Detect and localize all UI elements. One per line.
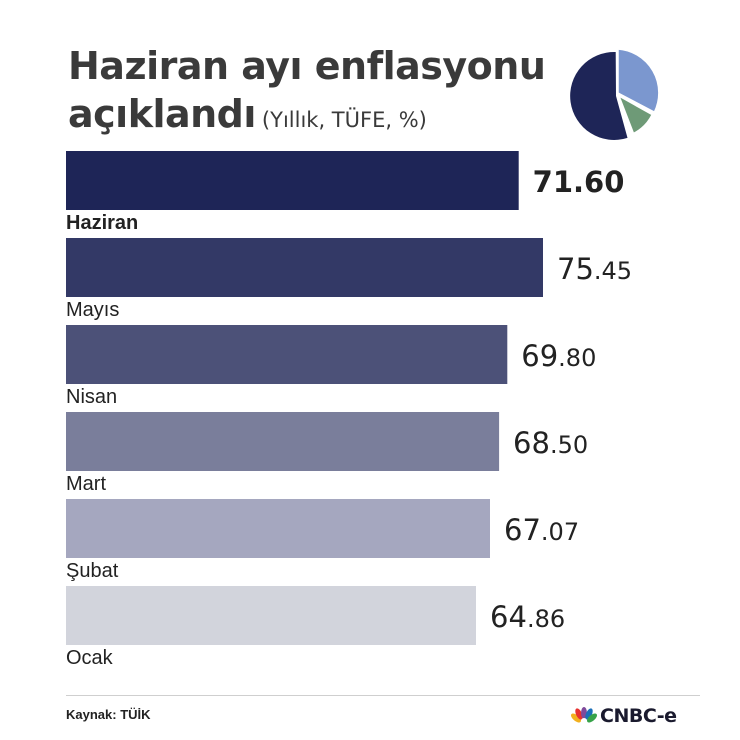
value-dec: .07 xyxy=(540,518,580,546)
value-int: 69 xyxy=(521,339,559,373)
pie-slice-green xyxy=(617,94,654,135)
title-part: Haziran ayı xyxy=(68,44,315,88)
bar-category-label: Mart xyxy=(66,473,106,495)
value-dec: .50 xyxy=(549,431,589,459)
footer-divider xyxy=(66,695,700,696)
logo-text: CNBC-e xyxy=(600,705,677,727)
bar-category-label: Ocak xyxy=(66,647,113,669)
bar-mayıs xyxy=(66,238,543,297)
cnbc-e-logo: CNBC-e xyxy=(571,703,677,729)
bar-value: 64.86 xyxy=(490,600,565,634)
bar-mart xyxy=(66,412,500,471)
value-dec: .60 xyxy=(573,165,625,199)
bar-value: 67.07 xyxy=(504,513,579,547)
value-int: 67 xyxy=(504,513,541,547)
bar-category-label: Haziran xyxy=(66,212,139,234)
bar-category-label: Mayıs xyxy=(66,299,120,321)
value-dec: .86 xyxy=(526,605,566,633)
value-int: 71 xyxy=(532,165,574,199)
bar-haziran xyxy=(66,151,519,210)
title-part: açıklandı xyxy=(68,92,256,136)
title-line-2: açıklandı (Yıllık, TÜFE, %) xyxy=(68,90,545,144)
pie-slice-navy xyxy=(570,51,628,140)
bar-value: 75.45 xyxy=(557,252,632,286)
bar-category-label: Şubat xyxy=(66,560,119,582)
pie-chart-icon xyxy=(570,48,660,140)
bar-ocak xyxy=(66,586,476,645)
bar-value: 69.80 xyxy=(521,339,596,373)
bar-category-label: Nisan xyxy=(66,386,118,408)
title-highlight: enflasyonu xyxy=(312,44,548,88)
value-dec: .80 xyxy=(558,344,597,372)
bar-şubat xyxy=(66,499,490,558)
peacock-icon xyxy=(571,707,597,724)
chart-subtitle: (Yıllık, TÜFE, %) xyxy=(261,108,427,132)
pie-slice-blue xyxy=(617,48,660,114)
value-int: 68 xyxy=(513,426,550,460)
value-int: 75 xyxy=(557,252,594,286)
value-int: 64 xyxy=(490,600,527,634)
title-line-1: Haziran ayı enflasyonu xyxy=(68,42,548,90)
value-dec: .45 xyxy=(593,257,633,285)
source-text: Kaynak: TÜİK xyxy=(66,707,151,722)
bar-value: 68.50 xyxy=(513,426,588,460)
chart-title: Haziran ayı enflasyonu açıklandı (Yıllık,… xyxy=(68,42,548,144)
bar-value: 71.60 xyxy=(533,165,625,199)
bar-nisan xyxy=(66,325,508,384)
